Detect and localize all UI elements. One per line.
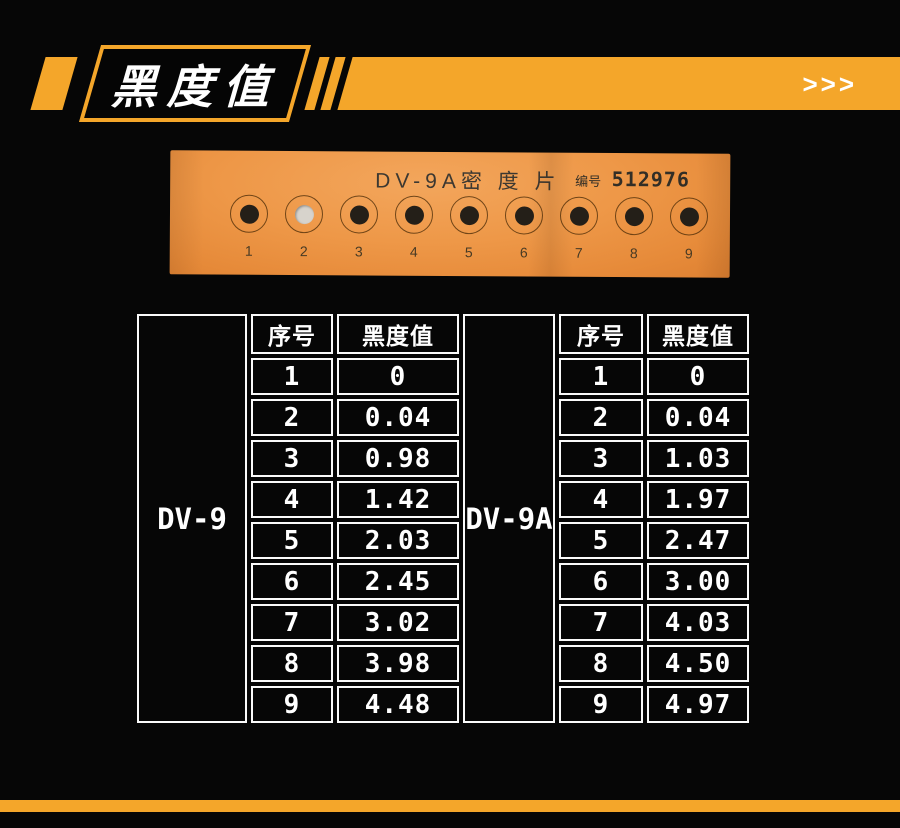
serial-number: 512976 [611,166,691,192]
hole-number: 6 [519,244,528,261]
hole-dot [459,205,479,225]
seq-cell: 9 [559,686,643,723]
strip-title: DV-9A密 度 片 [375,169,561,194]
hole-number: 3 [354,243,363,260]
value-cell: 4.50 [647,645,749,682]
value-cell: 0 [647,358,749,395]
serial-label: 编号 [575,173,602,189]
seq-header-left: 序号 [251,314,333,354]
dv9-label-cell: DV-9 [137,314,247,723]
seq-cell: 4 [251,481,333,518]
seq-cell: 5 [559,522,643,559]
seq-cell: 8 [559,645,643,682]
hole-dot [514,205,534,226]
value-header-right: 黑度值 [647,314,749,354]
value-cell: 3.02 [337,604,459,641]
title-box: 黑度值 [78,45,312,122]
hole-number: 2 [299,243,308,260]
density-hole-4 [394,195,434,234]
page-title: 黑度值 [107,60,291,113]
hole-number: 7 [574,244,583,261]
table-row: 2 0.04 2 0.04 [137,399,749,436]
value-cell: 0.04 [647,399,749,436]
seq-cell: 6 [559,563,643,600]
table-row: 9 4.48 9 4.97 [137,686,749,723]
holes-row [229,194,709,236]
value-cell: 1.03 [647,440,749,477]
seq-cell: 7 [559,604,643,641]
seq-cell: 4 [559,481,643,518]
hole-numbers-row: 1 2 3 4 5 6 7 8 9 [230,243,708,262]
table-header-row: DV-9 序号 黑度值 DV-9A 序号 黑度值 [137,314,749,723]
table-row: 4 1.42 4 1.97 [137,481,749,518]
seq-cell: 1 [251,358,333,395]
value-cell: 4.97 [647,686,749,723]
table-row: 5 2.03 5 2.47 [137,522,749,559]
table-row: 6 2.45 6 3.00 [137,563,749,600]
value-header-left: 黑度值 [337,314,459,354]
density-hole-7 [559,196,599,235]
value-cell: 2.03 [337,522,459,559]
density-table: DV-9 序号 黑度值 DV-9A 序号 黑度值 1 0 1 0 2 0.04 … [133,310,753,727]
value-cell: 2.45 [337,563,459,600]
seq-cell: 3 [559,440,643,477]
seq-cell: 5 [251,522,333,559]
header-banner: 黑度值 >>> [0,45,900,122]
density-hole-1 [229,194,269,233]
hole-dot [569,206,589,226]
hole-dot [239,204,259,224]
hole-dot [349,204,369,225]
table-row: 8 3.98 8 4.50 [137,645,749,682]
chevron-right-icon: >>> [802,69,857,99]
density-hole-9 [669,197,709,236]
value-cell: 0.04 [337,399,459,436]
density-hole-6 [504,196,544,235]
value-cell: 4.03 [647,604,749,641]
hole-dot [624,206,644,226]
value-cell: 1.42 [337,481,459,518]
decor-parallelogram-icon [30,57,78,110]
table-row: 7 3.02 7 4.03 [137,604,749,641]
value-cell: 0.98 [337,440,459,477]
seq-cell: 1 [559,358,643,395]
value-cell: 3.98 [337,645,459,682]
value-cell: 3.00 [647,563,749,600]
hole-number: 8 [629,245,638,262]
hole-number: 1 [244,242,253,259]
seq-cell: 2 [559,399,643,436]
hole-number: 5 [464,244,473,261]
hole-number: 9 [684,245,693,262]
table-row: 1 0 1 0 [137,358,749,395]
seq-cell: 6 [251,563,333,600]
density-hole-3 [339,195,379,234]
hole-dot [294,204,314,224]
density-strip-photo: DV-9A密 度 片 编号 512976 1 2 3 4 5 6 7 8 9 [169,150,731,278]
dv9a-label-cell: DV-9A [463,314,555,723]
seq-cell: 3 [251,440,333,477]
seq-cell: 2 [251,399,333,436]
value-cell: 4.48 [337,686,459,723]
hole-dot [679,206,699,227]
seq-cell: 8 [251,645,333,682]
table-row: 3 0.98 3 1.03 [137,440,749,477]
density-hole-2 [284,194,324,234]
seq-cell: 7 [251,604,333,641]
hole-number: 4 [409,243,418,260]
value-cell: 1.97 [647,481,749,518]
value-cell: 2.47 [647,522,749,559]
density-hole-5 [449,196,489,235]
seq-cell: 9 [251,686,333,723]
seq-header-right: 序号 [559,314,643,354]
bottom-accent-bar [0,800,900,812]
density-hole-8 [614,197,654,236]
hole-dot [404,205,424,225]
value-cell: 0 [337,358,459,395]
strip-serial: 编号 512976 [575,166,691,192]
